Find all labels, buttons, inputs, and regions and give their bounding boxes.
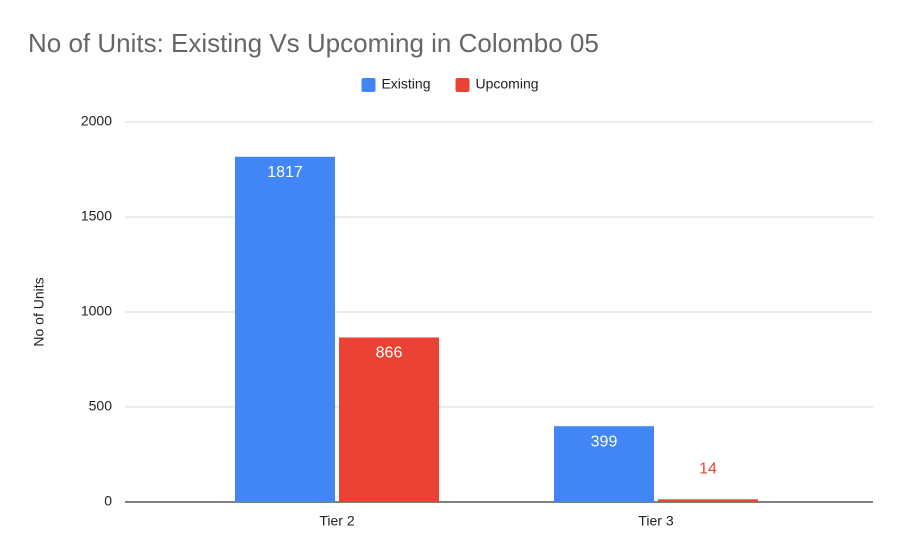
x-tick-label: Tier 3 xyxy=(638,513,673,529)
chart-title: No of Units: Existing Vs Upcoming in Col… xyxy=(28,28,599,58)
y-tick-label: 2000 xyxy=(81,113,112,129)
legend-label: Existing xyxy=(381,76,430,92)
bar xyxy=(554,426,654,502)
legend-swatch xyxy=(361,78,376,92)
y-axis-label: No of Units xyxy=(31,277,47,346)
legend-label: Upcoming xyxy=(476,76,539,92)
bar xyxy=(235,156,335,502)
data-label: 14 xyxy=(699,461,717,478)
bar xyxy=(339,337,439,502)
data-label: 866 xyxy=(376,345,403,362)
data-label: 1817 xyxy=(267,164,303,181)
x-tick-label: Tier 2 xyxy=(319,513,354,529)
y-tick-label: 1500 xyxy=(81,208,112,224)
data-label: 399 xyxy=(591,433,618,450)
legend-swatch xyxy=(455,78,470,92)
y-tick-label: 500 xyxy=(89,398,113,414)
bar xyxy=(658,499,758,502)
y-tick-label: 1000 xyxy=(81,303,112,319)
y-tick-label: 0 xyxy=(104,493,112,509)
